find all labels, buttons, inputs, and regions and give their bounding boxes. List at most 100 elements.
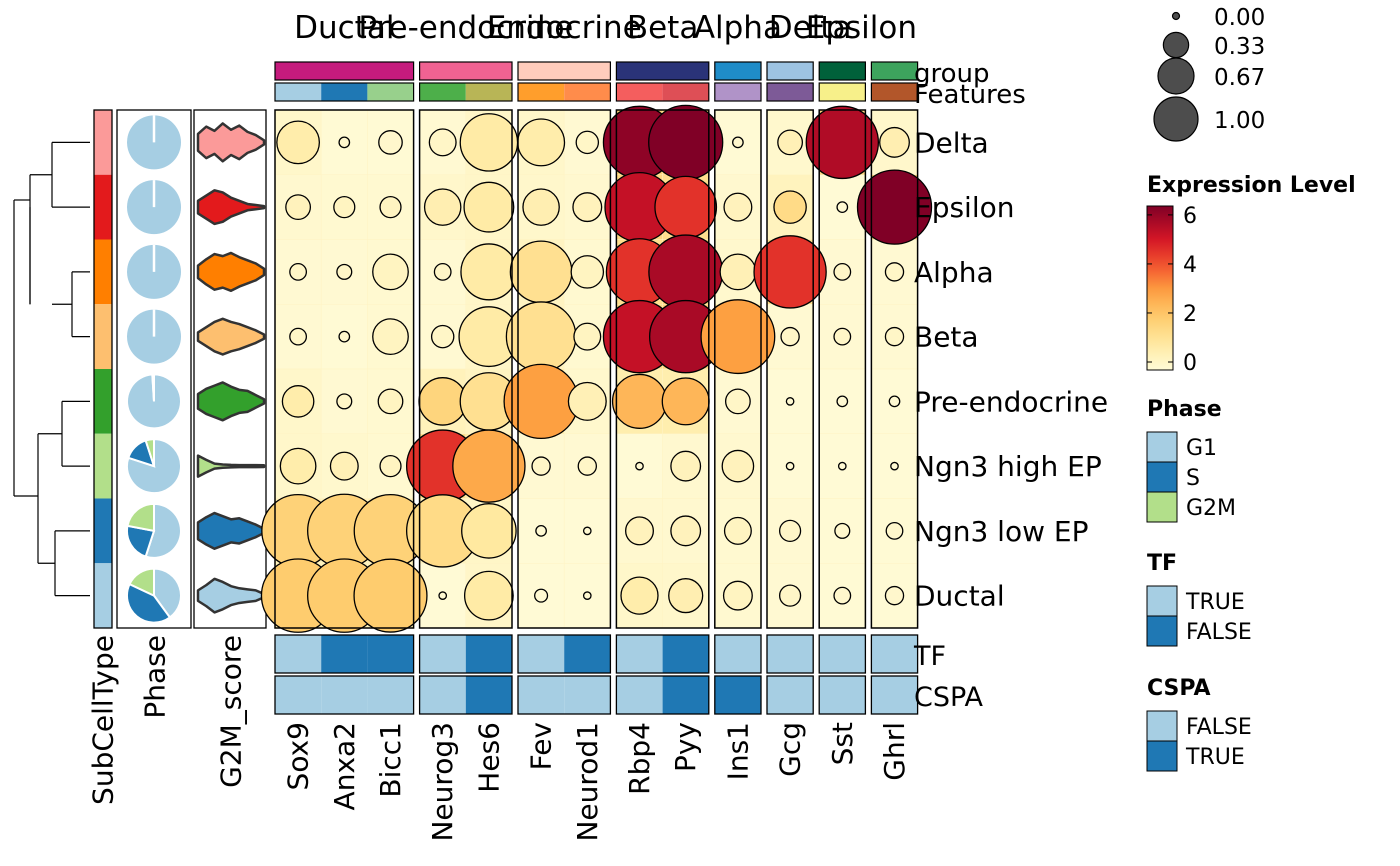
color-legend-title: Expression Level bbox=[1147, 173, 1356, 198]
column-label: Gcg bbox=[774, 722, 807, 777]
expression-dot bbox=[879, 126, 910, 158]
group-annotation-bar bbox=[517, 61, 612, 81]
expression-dot bbox=[670, 450, 702, 482]
expression-dot bbox=[885, 521, 904, 540]
expression-dot bbox=[833, 262, 852, 281]
cspa-annotation-cell bbox=[714, 676, 761, 714]
expression-dot bbox=[625, 516, 654, 546]
feature-annotation-border bbox=[517, 82, 612, 102]
expression-dot bbox=[333, 196, 356, 219]
feature-annotation-border bbox=[766, 82, 814, 102]
subcelltype-cell bbox=[94, 498, 112, 564]
expression-dot bbox=[430, 324, 455, 349]
cspa-legend-swatch bbox=[1146, 710, 1178, 742]
feature-annotation-border bbox=[714, 82, 762, 102]
cspa-annotation-border bbox=[517, 675, 612, 715]
g2m-violin bbox=[196, 122, 266, 163]
expression-dot bbox=[372, 318, 409, 356]
expression-dot bbox=[336, 393, 353, 410]
cspa-annotation-border bbox=[766, 675, 814, 715]
size-legend-dot bbox=[1162, 31, 1190, 59]
expression-dot bbox=[535, 524, 547, 537]
cspa-annotation-cell bbox=[767, 676, 814, 714]
legends: 0.00 0.33 0.67 1.00 Expression Level 0 2 4 6 Phas… bbox=[1146, 5, 1356, 772]
left-annotations bbox=[93, 109, 267, 629]
expression-dot bbox=[509, 240, 573, 304]
expression-dot bbox=[463, 181, 515, 233]
phase-legend-title: Phase bbox=[1147, 397, 1222, 422]
group-panel-border bbox=[274, 109, 415, 629]
expression-dot bbox=[888, 395, 901, 408]
dendrogram bbox=[13, 141, 90, 597]
bottom-annotations: TF CSPA bbox=[274, 634, 984, 715]
features-annotation-label: Features bbox=[914, 80, 1026, 110]
feature-annotation-border bbox=[274, 82, 415, 102]
phase-legend-swatch bbox=[1146, 431, 1178, 463]
expression-dot bbox=[668, 578, 704, 614]
phase-pie-slice bbox=[151, 373, 155, 402]
expression-dot bbox=[379, 196, 402, 219]
expression-dot bbox=[285, 194, 312, 221]
expression-dot bbox=[648, 234, 724, 310]
expression-dot bbox=[620, 576, 659, 615]
feature-annotation-cell bbox=[819, 83, 866, 101]
expression-dot bbox=[517, 118, 566, 167]
expression-dot bbox=[721, 449, 755, 483]
expression-dot bbox=[289, 327, 308, 346]
feature-annotation-border bbox=[615, 82, 710, 102]
expression-dot bbox=[461, 503, 517, 559]
expression-dot bbox=[778, 584, 802, 607]
expression-dot bbox=[418, 377, 468, 426]
subcelltype-cell bbox=[94, 110, 112, 175]
expression-dot bbox=[582, 526, 592, 536]
size-legend-label: 0.33 bbox=[1214, 34, 1265, 60]
g2m-violin bbox=[196, 251, 266, 293]
phase-pie-slice bbox=[153, 567, 182, 619]
subcelltype-cell bbox=[94, 304, 112, 369]
tf-annotation-cell bbox=[714, 635, 761, 673]
expression-dot bbox=[531, 456, 551, 476]
expression-dot bbox=[503, 363, 579, 440]
expression-dot bbox=[732, 136, 744, 149]
feature-annotation-border bbox=[870, 82, 919, 102]
subcelltype-cell bbox=[94, 369, 112, 434]
size-legend-dot bbox=[1171, 11, 1181, 21]
tf-annotation-cell bbox=[616, 635, 663, 673]
expression-dot bbox=[753, 235, 827, 309]
cspa-legend-label: FALSE bbox=[1186, 715, 1252, 740]
color-legend-tick-label: 4 bbox=[1183, 253, 1197, 278]
size-legend-label: 0.00 bbox=[1214, 5, 1265, 31]
left-annotation-label: G2M_score bbox=[215, 635, 248, 788]
tf-legend-swatch bbox=[1146, 615, 1178, 647]
expression-dot bbox=[276, 120, 321, 165]
expression-dot bbox=[778, 519, 802, 542]
group-panel-border bbox=[766, 109, 814, 629]
tf-legend-title: TF bbox=[1147, 551, 1177, 576]
tf-annotation-cell bbox=[662, 635, 709, 673]
color-legend-tick-label: 0 bbox=[1183, 351, 1197, 376]
feature-annotation-cell bbox=[275, 83, 322, 101]
cspa-legend-title: CSPA bbox=[1147, 676, 1211, 701]
column-label: Rbp4 bbox=[623, 722, 656, 795]
cspa-annotation-cell bbox=[871, 676, 918, 714]
group-panel-border bbox=[517, 109, 612, 629]
subcelltype-cell bbox=[94, 433, 112, 499]
expression-dot bbox=[463, 570, 514, 621]
cspa-annotation-cell bbox=[564, 676, 611, 714]
group-title: Beta bbox=[627, 10, 699, 46]
expression-dot bbox=[522, 188, 560, 226]
feature-annotation-cell bbox=[419, 83, 466, 101]
expression-dot bbox=[460, 243, 518, 301]
expression-dot bbox=[567, 381, 607, 421]
cspa-annotation-cell bbox=[616, 676, 663, 714]
tf-legend-label: TRUE bbox=[1185, 590, 1245, 615]
group-annotation-bar bbox=[818, 61, 867, 81]
expression-dot bbox=[884, 262, 905, 282]
row-label: Alpha bbox=[914, 256, 994, 289]
tf-annotation-border bbox=[274, 634, 415, 674]
row-label: Pre-endocrine bbox=[914, 385, 1108, 418]
group-title: Endocrine bbox=[487, 10, 642, 46]
expression-dot bbox=[353, 558, 428, 633]
